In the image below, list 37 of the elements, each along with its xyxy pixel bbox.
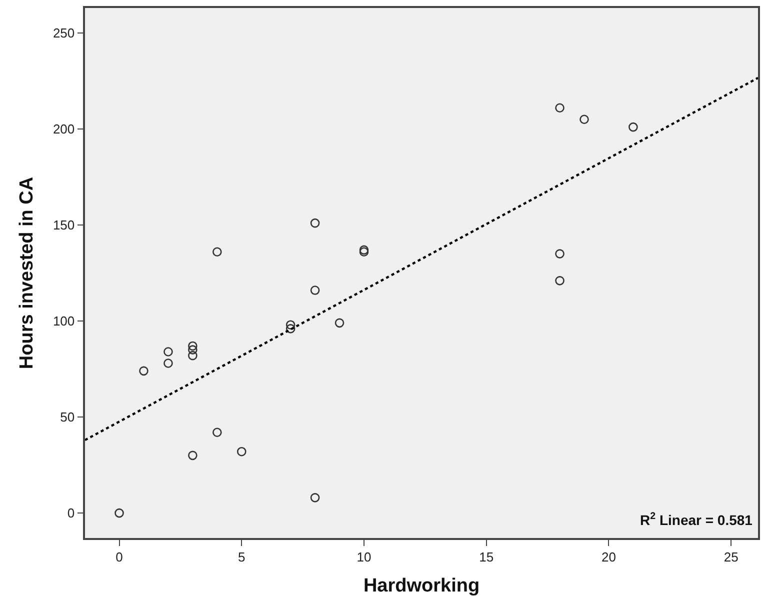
point — [188, 450, 198, 460]
x-tick-label: 20 — [601, 549, 616, 564]
point — [114, 508, 124, 518]
point — [286, 320, 296, 330]
point — [212, 428, 222, 438]
point — [164, 358, 173, 368]
point — [188, 350, 198, 360]
point — [164, 347, 173, 356]
x-tick-label: 25 — [724, 549, 738, 564]
y-tick-label: 200 — [52, 122, 75, 137]
point — [555, 276, 564, 286]
y-axis-title: Hours invested in CA — [16, 176, 38, 370]
x-axis-title: Hardworking — [363, 576, 480, 597]
y-tick-label: 50 — [60, 410, 75, 425]
point — [555, 249, 564, 258]
annotation: R$^{2}$ Linear = 0.581 — [640, 511, 753, 528]
point — [286, 324, 296, 334]
point — [580, 114, 589, 124]
point — [310, 286, 320, 295]
point — [555, 103, 564, 113]
point — [188, 341, 198, 351]
x-tick-label: 15 — [479, 549, 494, 564]
y-tick-label: 250 — [52, 26, 75, 41]
y-tick-label: 150 — [52, 218, 75, 233]
y-tick-label: 100 — [52, 314, 75, 329]
x-tick-label: 10 — [356, 549, 372, 564]
point — [310, 493, 320, 502]
point — [628, 122, 638, 132]
point — [139, 366, 148, 376]
x-tick-label: 5 — [238, 549, 246, 564]
point — [310, 218, 320, 228]
x-tick-label: 0 — [116, 549, 123, 564]
point — [212, 247, 222, 257]
point — [188, 345, 198, 354]
y-tick-label: 0 — [67, 506, 75, 521]
point — [334, 318, 344, 328]
point — [236, 446, 246, 456]
